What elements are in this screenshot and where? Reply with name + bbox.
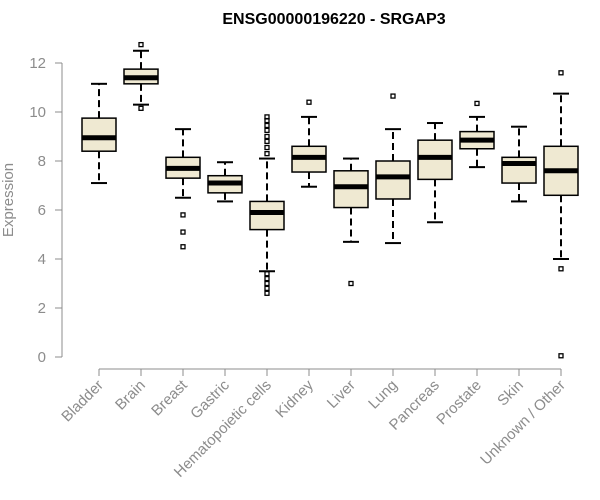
- box-group: [123, 41, 159, 111]
- category-label: Brain: [112, 377, 149, 414]
- category-label: Skin: [494, 377, 527, 410]
- outlier-point: [264, 280, 270, 287]
- outlier-point: [348, 280, 354, 287]
- outlier-point: [264, 127, 270, 134]
- outlier-point: [306, 99, 312, 105]
- box-group: [165, 128, 201, 250]
- category-label: Liver: [324, 377, 359, 412]
- outlier-point: [264, 114, 270, 120]
- y-tick-label: 4: [38, 251, 46, 268]
- outlier-point: [558, 70, 564, 76]
- box-group: [249, 114, 285, 296]
- outlier-point: [390, 93, 396, 99]
- outlier-point: [180, 244, 186, 250]
- y-tick-label: 0: [38, 349, 46, 366]
- plot-area: [81, 41, 579, 359]
- y-tick-label: 8: [38, 153, 46, 170]
- outlier-point: [180, 229, 186, 235]
- outlier-point: [558, 266, 564, 272]
- box-group: [291, 99, 327, 188]
- box-group: [207, 161, 243, 203]
- outlier-point: [264, 271, 270, 277]
- box-iqr: [375, 160, 411, 200]
- box-iqr: [249, 200, 285, 231]
- y-axis: 0 2 4 6 8 10 12: [29, 55, 63, 366]
- outlier-point: [180, 212, 186, 218]
- outlier-point: [138, 41, 144, 48]
- y-tick-label: 10: [29, 104, 46, 121]
- y-axis-label: Expression: [0, 163, 17, 237]
- outlier-point: [474, 100, 480, 107]
- category-label: Breast: [148, 376, 191, 419]
- category-label: Prostate: [433, 377, 485, 429]
- box-group: [459, 100, 495, 169]
- box-group: [543, 70, 579, 359]
- outlier-point: [264, 144, 270, 151]
- category-label: Kidney: [272, 376, 317, 421]
- outlier-point: [264, 133, 270, 140]
- category-label: Bladder: [58, 377, 107, 426]
- category-label: Lung: [365, 377, 401, 413]
- chart-title: ENSG00000196220 - SRGAP3: [222, 11, 445, 28]
- box-group: [333, 157, 369, 287]
- y-tick-label: 6: [38, 202, 46, 219]
- outlier-point: [264, 138, 270, 145]
- box-iqr: [81, 117, 117, 152]
- box-group: [375, 93, 411, 245]
- outlier-point: [138, 105, 144, 111]
- outlier-point: [264, 122, 270, 129]
- outlier-point: [264, 285, 270, 292]
- y-tick-label: 2: [38, 300, 46, 317]
- outlier-point: [264, 290, 270, 296]
- y-tick-label: 12: [29, 55, 46, 72]
- outlier-point: [558, 353, 564, 359]
- box-group: [501, 125, 537, 203]
- box-group: [81, 82, 117, 185]
- outlier-point: [264, 150, 270, 157]
- box-group: [417, 122, 453, 224]
- outlier-point: [264, 275, 270, 282]
